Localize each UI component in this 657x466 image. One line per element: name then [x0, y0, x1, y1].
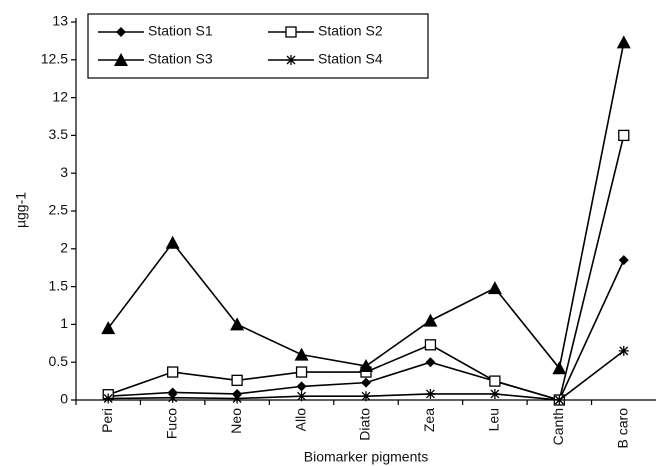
y-tick-label: 0.5 — [49, 353, 69, 369]
marker — [285, 26, 297, 38]
legend-label: Station S3 — [148, 51, 213, 67]
x-tick-label: Neo — [228, 408, 244, 434]
y-axis-label: µgg-1 — [13, 192, 29, 228]
marker — [489, 375, 501, 387]
legend-label: Station S4 — [318, 51, 383, 67]
x-tick-label: Canth — [550, 408, 566, 445]
marker — [361, 391, 371, 402]
legend-box — [87, 13, 429, 79]
marker — [295, 366, 308, 378]
x-tick-label: Zea — [421, 408, 437, 432]
y-tick-label: 1 — [60, 315, 68, 331]
marker — [101, 321, 116, 335]
y-tick-label: 0 — [60, 391, 68, 407]
marker — [286, 55, 296, 65]
marker — [296, 391, 307, 402]
legend: Station S1 Station S2 Station S3 Station S4 — [87, 13, 429, 79]
marker — [424, 339, 437, 351]
marker — [423, 313, 438, 327]
marker — [618, 129, 630, 142]
marker — [103, 393, 114, 404]
marker — [425, 388, 436, 399]
y-tick-label: 12.5 — [41, 51, 68, 67]
legend-label: Station S2 — [318, 23, 383, 39]
y-tick-label: 12 — [52, 88, 68, 104]
marker — [114, 53, 128, 66]
marker — [618, 345, 629, 356]
marker — [116, 27, 126, 37]
marker — [296, 381, 307, 392]
marker — [552, 361, 567, 375]
series-line — [107, 42, 625, 371]
marker — [618, 255, 629, 266]
y-tick-label: 2 — [60, 240, 68, 256]
marker — [359, 358, 373, 372]
marker — [167, 366, 179, 378]
y-tick-label: 3.5 — [49, 126, 69, 142]
marker — [554, 395, 565, 405]
x-axis-label: Biomarker pigments — [304, 449, 429, 465]
x-tick-label: Fuco — [163, 408, 179, 439]
marker — [165, 235, 180, 249]
marker — [489, 388, 500, 399]
marker — [425, 357, 436, 368]
marker — [294, 347, 309, 361]
marker — [361, 377, 371, 388]
marker — [232, 393, 243, 404]
y-tick-label: 13 — [52, 13, 68, 29]
marker — [167, 392, 178, 403]
y-tick-label: 1.5 — [49, 277, 69, 293]
marker — [231, 374, 243, 386]
marker — [230, 317, 245, 331]
x-tick-label: Leu — [486, 408, 502, 431]
y-tick-label: 3 — [60, 164, 68, 180]
y-tick-label: 2.5 — [49, 202, 69, 218]
x-tick-label: B caro — [614, 408, 630, 449]
legend-label: Station S1 — [148, 23, 213, 39]
x-tick-label: Diato — [357, 408, 373, 441]
marker — [616, 35, 631, 49]
marker — [487, 281, 502, 295]
x-tick-label: Peri — [99, 408, 115, 433]
x-tick-label: Allo — [292, 408, 308, 432]
